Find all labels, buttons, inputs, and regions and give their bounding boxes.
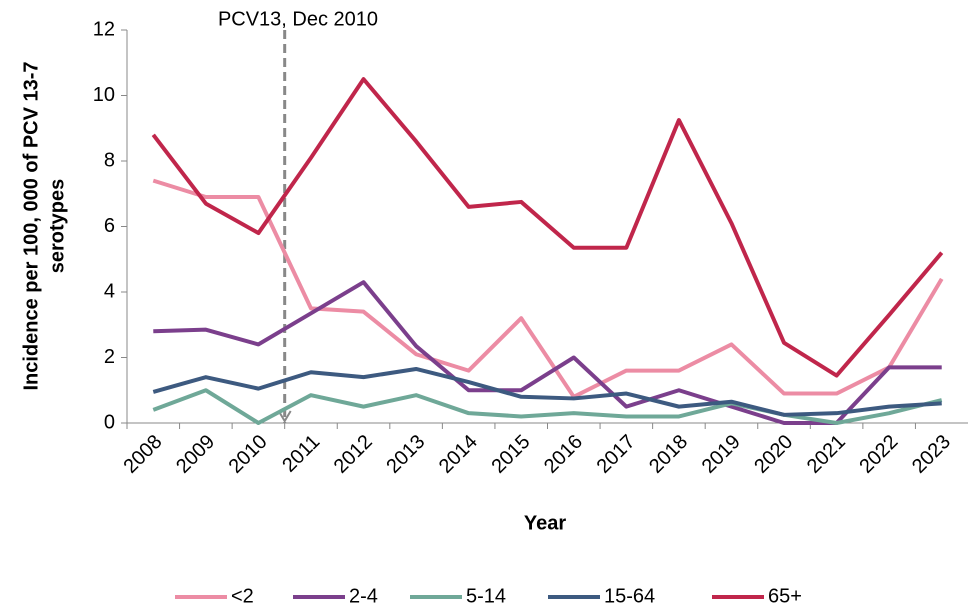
y-axis-title-line: Incidence per 100, 000 of PCV 13-7 xyxy=(20,61,42,390)
y-tick-label: 0 xyxy=(104,411,115,433)
x-tick-label: 2017 xyxy=(593,431,640,478)
x-tick-label: 2010 xyxy=(225,431,272,478)
x-tick-label: 2013 xyxy=(382,431,429,478)
x-tick-label: 2014 xyxy=(435,431,482,478)
series-line xyxy=(153,280,942,425)
x-tick-label: 2015 xyxy=(487,431,534,478)
series-line xyxy=(152,178,944,399)
series-line xyxy=(152,366,942,417)
annotation-arrow xyxy=(277,410,292,423)
x-axis-title: Year xyxy=(524,512,566,534)
legend-label: 2-4 xyxy=(349,585,378,607)
x-tick-label: 2020 xyxy=(750,431,797,478)
legend-label: 65+ xyxy=(768,585,802,607)
y-tick-label: 4 xyxy=(104,280,115,302)
series-line xyxy=(152,388,943,425)
y-tick-label: 12 xyxy=(93,18,115,40)
y-tick-label: 2 xyxy=(104,346,115,368)
series-line xyxy=(151,77,944,378)
y-tick-label: 6 xyxy=(104,215,115,237)
y-tick-label: 8 xyxy=(104,149,115,171)
x-tick-label: 2022 xyxy=(855,431,902,478)
legend-label: <2 xyxy=(231,585,254,607)
x-tick-label: 2023 xyxy=(908,431,955,478)
y-axis-title: Incidence per 100, 000 of PCV 13-7 serot… xyxy=(20,61,68,390)
annotation: PCV13, Dec 2010 xyxy=(218,8,378,30)
x-tick-label: 2012 xyxy=(330,431,377,478)
y-tick-label: 10 xyxy=(93,84,115,106)
x-tick-label: 2009 xyxy=(172,431,219,478)
x-tick-label: 2016 xyxy=(540,431,587,478)
legend-label: 15-64 xyxy=(604,585,655,607)
x-tick-label: 2011 xyxy=(278,431,324,477)
x-tick-label: 2021 xyxy=(803,431,850,478)
x-tick-label: 2008 xyxy=(120,431,167,478)
legend-label: 5-14 xyxy=(466,585,506,607)
x-tick-label: 2018 xyxy=(645,431,692,478)
x-tick-label: 2019 xyxy=(698,431,745,478)
y-axis-title-line: serotypes xyxy=(46,179,68,274)
